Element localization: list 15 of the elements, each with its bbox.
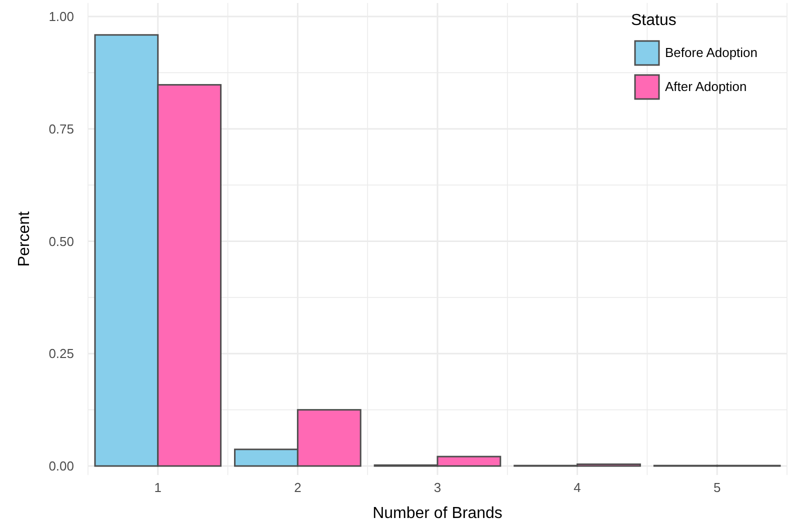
x-axis-title: Number of Brands bbox=[372, 505, 502, 522]
x-tick-label: 3 bbox=[434, 480, 442, 495]
x-tick-label: 5 bbox=[713, 480, 721, 495]
y-tick-label: 0.75 bbox=[48, 121, 74, 136]
x-tick-label: 4 bbox=[574, 480, 581, 495]
legend-label: After Adoption bbox=[665, 79, 747, 94]
y-tick-label: 1.00 bbox=[48, 9, 74, 24]
x-tick-label: 2 bbox=[294, 480, 302, 495]
legend-label: Before Adoption bbox=[665, 45, 758, 60]
x-tick-label: 1 bbox=[154, 480, 162, 495]
y-tick-label: 0.50 bbox=[48, 234, 74, 249]
y-tick-label: 0.00 bbox=[48, 458, 74, 474]
y-tick-label: 0.25 bbox=[48, 346, 74, 362]
legend-title: Status bbox=[631, 12, 676, 29]
y-axis-title: Percent bbox=[16, 210, 33, 267]
